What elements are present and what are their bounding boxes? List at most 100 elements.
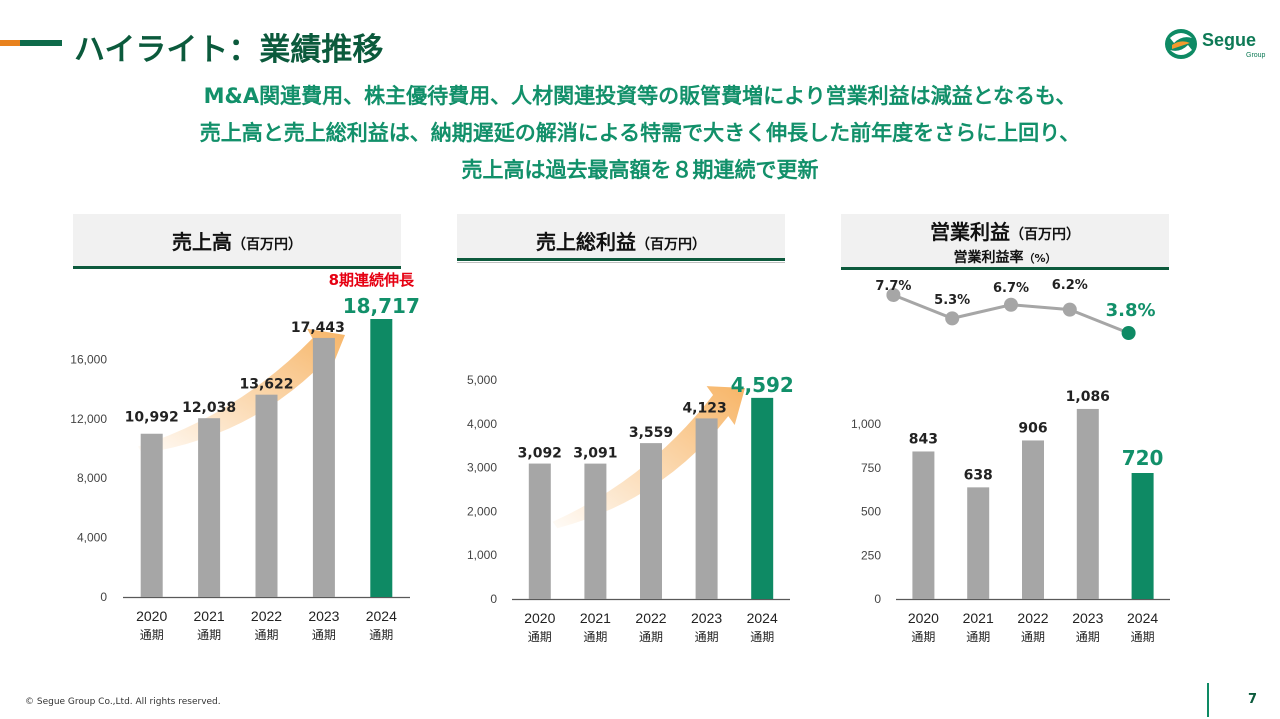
x-tick-year: 2023 [308,608,339,624]
x-tick-period: 通期 [1021,630,1045,644]
gross-panel-unit: （百万円） [636,237,706,253]
gross-panel-header: 売上総利益（百万円） [457,214,785,258]
sales-trend-arrow [138,328,345,454]
op-panel-header: 営業利益（百万円） 営業利益率（%） [841,214,1169,267]
gross-panel-underline [457,258,785,261]
bar [312,337,335,597]
gross-panel-title: 売上総利益 [536,230,636,254]
y-tick-label: 0 [490,592,497,606]
highlight-bar [751,397,774,599]
highlight-margin-label: 3.8% [1106,300,1156,321]
x-tick-period: 通期 [254,628,278,642]
segue-group-logo: Segue Group [1162,24,1266,64]
y-tick-label: 0 [874,592,881,606]
bar [140,433,163,597]
title-accent-orange [0,40,20,46]
margin-value-label: 6.7% [993,281,1029,296]
bar [1076,408,1099,599]
y-tick-label: 250 [861,548,881,562]
margin-point [1062,302,1077,317]
op-margin-title: 営業利益率 [953,250,1024,266]
x-tick-year: 2023 [691,610,722,626]
x-tick-period: 通期 [583,630,607,644]
x-tick-year: 2022 [251,608,282,624]
gross-panel-underline-thin [457,262,785,263]
op-panel-unit: （百万円） [1010,227,1080,243]
bar-value-label: 3,559 [629,425,673,441]
x-tick-year: 2021 [194,608,225,624]
x-tick-period: 通期 [140,628,164,642]
x-tick-year: 2022 [635,610,666,626]
y-tick-label: 12,000 [70,412,107,426]
copyright-text: © Segue Group Co.,Ltd. All rights reserv… [25,697,221,707]
x-tick-period: 通期 [312,628,336,642]
bar-value-label: 3,091 [573,446,617,462]
gross-chart: 0 1,000 2,000 3,000 4,000 5,000 3,092 2020 通期 3,0… [467,373,794,644]
page-number: 7 [1248,692,1258,707]
bar [584,463,607,599]
page-title: ハイライト：業績推移 [74,32,384,68]
x-tick-period: 通期 [966,630,990,644]
bar [967,487,990,599]
bar-value-label: 3,092 [518,446,562,462]
y-tick-label: 500 [861,505,881,519]
x-tick-period: 通期 [911,630,935,644]
logo-text: Segue [1202,30,1256,50]
y-tick-label: 1,000 [851,417,881,431]
bar-value-label: 12,038 [182,400,236,416]
op-margin-chart: 7.7% 5.3% 6.7% 6.2% 3.8% [875,278,1156,340]
summary-text: M&A関連費用、株主優待費用、人材関連投資等の販管費増により営業利益は減益となる… [70,78,1210,189]
margin-value-label: 5.3% [934,293,970,308]
summary-line-2: 売上高と売上総利益は、納期遅延の解消による特需で大きく伸長した前年度をさらに上回… [199,121,1081,145]
summary-line-3: 売上高は過去最高額を８期連続で更新 [461,158,819,182]
sales-panel-header: 売上高（百万円） [73,214,401,266]
x-tick-period: 通期 [369,628,393,642]
bar-value-label: 843 [909,431,938,447]
y-tick-label: 5,000 [467,373,497,387]
x-tick-period: 通期 [639,630,663,644]
x-tick-year: 2023 [1072,610,1103,626]
x-tick-period: 通期 [1131,630,1155,644]
bar [695,418,718,599]
bar [1022,440,1044,599]
x-tick-period: 通期 [695,630,719,644]
x-tick-year: 2020 [524,610,555,626]
growth-annotation: 8期連続伸長 [329,271,415,289]
margin-point [945,311,960,326]
highlight-margin-point [1121,326,1136,340]
summary-line-1: M&A関連費用、株主優待費用、人材関連投資等の販管費増により営業利益は減益となる… [203,84,1077,108]
sales-panel-unit: （百万円） [232,237,302,253]
highlight-value-label: 18,717 [343,294,420,318]
bar [198,418,221,597]
highlight-value-label: 4,592 [731,373,794,397]
y-tick-label: 16,000 [70,352,107,366]
margin-point [886,288,901,302]
x-tick-period: 通期 [1076,630,1100,644]
bar [528,463,551,599]
margin-point [1004,297,1018,312]
y-tick-label: 3,000 [467,461,497,475]
x-tick-year: 2020 [908,610,939,626]
y-tick-label: 1,000 [467,548,497,562]
x-tick-period: 通期 [528,630,552,644]
x-tick-year: 2024 [1127,610,1158,626]
op-panel-title: 営業利益 [930,220,1010,244]
bar-value-label: 10,992 [125,410,179,426]
y-tick-label: 8,000 [77,471,107,485]
margin-value-label: 6.2% [1052,278,1088,293]
y-tick-label: 750 [861,461,881,475]
sales-chart: 0 4,000 8,000 12,000 16,000 10,992 2020 通期 12,03… [70,271,420,642]
op-margin-unit: （%） [1023,252,1057,265]
x-tick-year: 2020 [136,608,167,624]
bar-value-label: 4,123 [682,400,726,416]
bar [255,394,278,597]
logo-mark-icon: Segue Group [1165,29,1266,59]
highlight-value-label: 720 [1122,446,1164,470]
x-tick-year: 2024 [747,610,778,626]
op-panel-underline [841,267,1169,270]
y-tick-label: 2,000 [467,504,497,518]
bar-value-label: 17,443 [291,320,345,336]
sales-panel-title: 売上高 [172,230,232,254]
x-tick-year: 2021 [963,610,994,626]
